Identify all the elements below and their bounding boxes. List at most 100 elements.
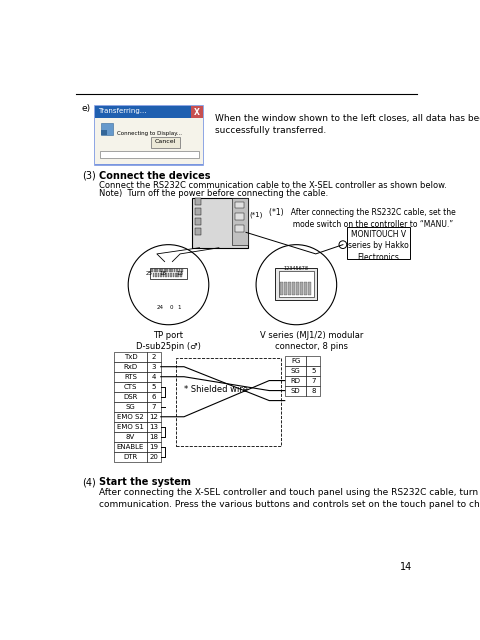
Text: RxD: RxD: [123, 364, 138, 370]
Bar: [165, 273, 167, 277]
Text: FG: FG: [291, 358, 300, 364]
Text: 12345678: 12345678: [284, 266, 309, 271]
Text: 8: 8: [311, 388, 316, 394]
Bar: [285, 356, 306, 365]
Bar: [163, 273, 164, 277]
Bar: [306, 385, 321, 396]
Bar: [161, 269, 163, 273]
Bar: [155, 273, 157, 277]
Text: RD: RD: [290, 378, 300, 383]
Text: 1: 1: [178, 305, 181, 310]
Bar: [114, 412, 147, 422]
Text: CTS: CTS: [124, 384, 137, 390]
Text: DSR: DSR: [123, 394, 138, 400]
Bar: [101, 130, 107, 135]
Text: 5: 5: [152, 384, 156, 390]
Bar: [180, 273, 181, 277]
Bar: [151, 137, 180, 148]
Bar: [114, 432, 147, 442]
Bar: [114, 392, 147, 402]
Text: 3: 3: [152, 364, 156, 370]
Bar: [176, 358, 281, 447]
Bar: [147, 392, 161, 402]
Bar: [153, 273, 155, 277]
Text: X: X: [194, 108, 200, 116]
Text: Cancel: Cancel: [155, 139, 176, 144]
Bar: [306, 356, 321, 365]
Text: 5: 5: [311, 367, 316, 374]
Bar: [195, 218, 201, 225]
Bar: [164, 269, 166, 273]
Bar: [296, 282, 299, 296]
Bar: [114, 442, 147, 452]
Text: V series (MJ1/2) modular
connector, 8 pins: V series (MJ1/2) modular connector, 8 pi…: [260, 331, 363, 351]
Bar: [147, 422, 161, 432]
Bar: [114, 452, 147, 462]
Bar: [157, 273, 159, 277]
Text: SD: SD: [291, 388, 300, 394]
Bar: [114, 422, 147, 432]
Bar: [195, 228, 201, 236]
Bar: [147, 362, 161, 372]
Bar: [176, 269, 178, 273]
Bar: [300, 282, 303, 296]
Bar: [147, 452, 161, 462]
Bar: [285, 376, 306, 385]
Bar: [276, 268, 317, 300]
Bar: [181, 269, 183, 273]
Text: (*1): (*1): [250, 212, 263, 218]
Text: MONITOUCH V
series by Hakko
Electronics: MONITOUCH V series by Hakko Electronics: [348, 230, 409, 262]
Text: EMO S2: EMO S2: [117, 413, 144, 420]
Bar: [235, 225, 244, 232]
Text: 8V: 8V: [126, 434, 135, 440]
Bar: [191, 106, 204, 118]
Bar: [147, 442, 161, 452]
Bar: [114, 381, 147, 392]
Text: (3): (3): [82, 171, 96, 180]
Text: EMO S1: EMO S1: [117, 424, 144, 430]
Bar: [160, 273, 162, 277]
Text: 0: 0: [170, 305, 174, 310]
Text: 25: 25: [145, 271, 152, 276]
Text: SG: SG: [291, 367, 300, 374]
Text: RTS: RTS: [124, 374, 137, 380]
Bar: [154, 269, 156, 273]
Text: Connect the devices: Connect the devices: [99, 171, 210, 180]
Text: Start the system: Start the system: [99, 477, 191, 487]
Bar: [95, 106, 204, 165]
Bar: [179, 269, 180, 273]
Bar: [285, 365, 306, 376]
Bar: [304, 282, 307, 296]
Text: 12: 12: [149, 413, 158, 420]
Text: 13: 13: [149, 424, 158, 430]
Bar: [285, 385, 306, 396]
Bar: [114, 372, 147, 381]
Bar: [306, 365, 321, 376]
Text: 18: 18: [159, 271, 166, 276]
Bar: [114, 402, 147, 412]
Bar: [280, 282, 283, 296]
Bar: [192, 198, 248, 248]
Text: (*1)   After connecting the RS232C cable, set the
          mode switch on the c: (*1) After connecting the RS232C cable, …: [269, 208, 456, 229]
Text: Transferring...: Transferring...: [98, 108, 146, 113]
Text: TxD: TxD: [124, 354, 137, 360]
Bar: [159, 269, 161, 273]
Text: After connecting the X-SEL controller and touch panel using the RS232C cable, tu: After connecting the X-SEL controller an…: [99, 488, 480, 509]
Text: 4: 4: [152, 374, 156, 380]
Text: 2: 2: [152, 354, 156, 360]
Text: TP port
D-sub25pin (♂): TP port D-sub25pin (♂): [136, 331, 201, 351]
Text: Connecting to Display...: Connecting to Display...: [117, 131, 181, 136]
Bar: [169, 269, 170, 273]
Text: DTR: DTR: [123, 454, 138, 460]
Text: 13: 13: [176, 271, 183, 276]
Text: 20: 20: [149, 454, 158, 460]
Bar: [284, 282, 287, 296]
Text: 6: 6: [152, 394, 156, 400]
Bar: [147, 432, 161, 442]
Text: When the window shown to the left closes, all data has been
successfully transfe: When the window shown to the left closes…: [215, 114, 480, 135]
Bar: [167, 269, 168, 273]
Text: 7: 7: [152, 404, 156, 410]
Bar: [347, 227, 410, 259]
Bar: [235, 202, 244, 209]
Bar: [101, 123, 113, 135]
